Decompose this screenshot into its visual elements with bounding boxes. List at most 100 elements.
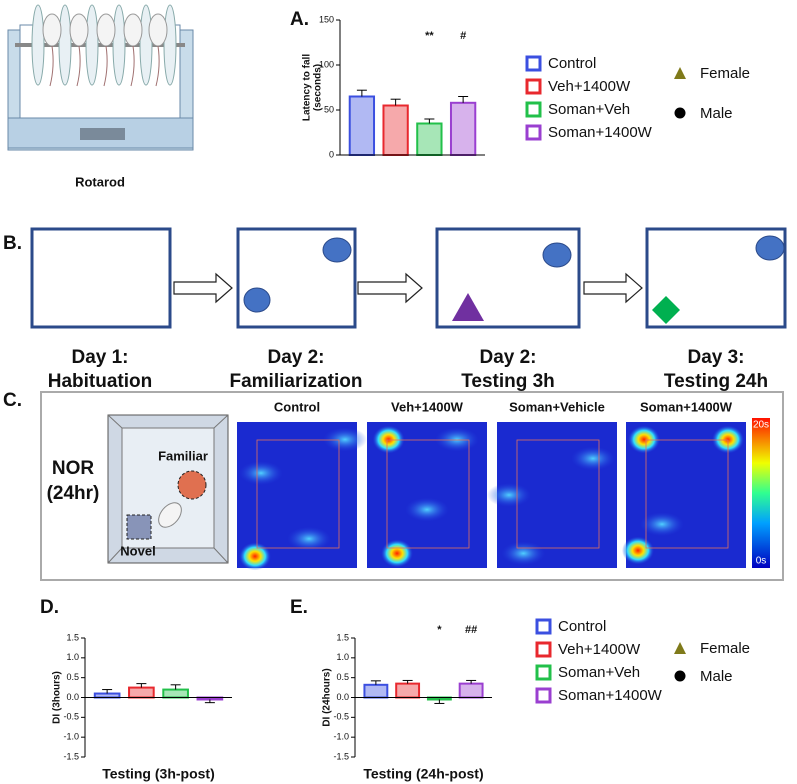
panel-label: C.	[3, 390, 22, 411]
heat-blob	[405, 497, 449, 522]
heatmap-title: Soman+1400W	[640, 399, 733, 414]
heat-blob	[287, 526, 331, 551]
rotarod-label: Rotarod	[75, 174, 125, 189]
heat-blob	[712, 425, 744, 454]
heat-blob	[640, 512, 684, 537]
legend-marker	[674, 642, 686, 654]
bar	[458, 682, 484, 699]
test-label: (24hr)	[47, 483, 100, 504]
objects	[243, 235, 785, 324]
legend-label: Control	[558, 618, 606, 635]
bar	[382, 104, 409, 156]
heatmap-title: Control	[274, 399, 320, 414]
nor-illustration	[107, 414, 229, 564]
scale-label: 0s	[756, 556, 767, 567]
legend-swatch	[525, 101, 542, 118]
y-axis-label: Latency to fall	[302, 54, 313, 121]
heatmap-title: Soman+Vehicle	[509, 399, 605, 414]
panel-label: D.	[40, 597, 59, 618]
step-title: Day 3:	[687, 347, 744, 368]
arena-outline	[645, 439, 729, 549]
annotation: #	[460, 30, 466, 42]
legend-swatch	[535, 664, 552, 681]
bar	[395, 682, 421, 699]
legend-label: Veh+1400W	[548, 78, 631, 95]
legend-label: Male	[700, 668, 733, 685]
step-title: Day 2:	[267, 347, 324, 368]
panel-label: A.	[290, 9, 309, 30]
step-subtitle: Habituation	[48, 371, 153, 392]
annotation: ##	[465, 624, 477, 636]
legend-label: Control	[548, 55, 596, 72]
heat-blob	[435, 427, 479, 452]
step-title: Day 2:	[479, 347, 536, 368]
x-axis-label: Testing (3h-post)	[102, 766, 215, 782]
y-tick-label: -1.5	[333, 751, 349, 761]
annotation: *	[437, 624, 442, 636]
y-tick-label: 0.0	[66, 692, 79, 702]
y-tick-label: 100	[319, 59, 334, 69]
heat-blob	[239, 542, 271, 571]
y-tick-label: 0.0	[336, 692, 349, 702]
y-tick-label: -1.0	[333, 732, 349, 742]
arena-outline	[516, 439, 600, 549]
color-scale	[752, 418, 770, 568]
heat-blob	[487, 483, 531, 507]
y-tick-label: 0	[329, 149, 334, 159]
bar	[449, 101, 477, 157]
bar	[363, 683, 389, 699]
y-tick-label: -1.0	[63, 732, 79, 742]
step-subtitle: Testing 24h	[664, 371, 768, 392]
legend-label: Soman+1400W	[558, 687, 663, 704]
annotation: **	[425, 30, 434, 42]
legend-marker	[674, 67, 686, 79]
x-axis-label: Testing (24h-post)	[363, 766, 483, 782]
arena-outline	[386, 439, 470, 549]
object-label: Novel	[120, 543, 155, 558]
legend-swatch	[535, 687, 552, 704]
y-axis-label: (seconds)	[313, 64, 324, 111]
legend-swatch	[525, 78, 542, 95]
bar	[93, 692, 121, 699]
y-tick-label: 1.5	[336, 632, 349, 642]
y-tick-label: 1.0	[336, 652, 349, 662]
legend-swatch	[535, 618, 552, 635]
legend-swatch	[535, 641, 552, 658]
y-tick-label: 1.5	[66, 632, 79, 642]
panel-frame	[40, 391, 784, 581]
panel-label: E.	[290, 597, 308, 618]
y-axis-label: DI (3hours)	[52, 671, 63, 724]
legend-label: Female	[700, 65, 750, 82]
y-tick-label: 150	[319, 14, 334, 24]
y-tick-label: -1.5	[63, 751, 79, 761]
y-tick-label: -0.5	[63, 712, 79, 722]
heat-blob	[622, 536, 654, 565]
heat-blob	[372, 425, 405, 454]
step-title: Day 1:	[71, 347, 128, 368]
step-subtitle: Familiarization	[229, 371, 362, 392]
panel-label: B.	[3, 233, 22, 254]
rotarod-illustration	[7, 4, 194, 151]
legend-label: Soman+Veh	[558, 664, 640, 681]
legend-label: Soman+1400W	[548, 124, 653, 141]
arena-outline	[256, 439, 340, 549]
legend-label: Male	[700, 105, 733, 122]
step-subtitle: Testing 3h	[461, 371, 555, 392]
y-tick-label: 0.5	[336, 672, 349, 682]
legend-marker	[674, 107, 686, 119]
y-tick-label: 50	[324, 104, 334, 114]
heat-blob	[323, 427, 367, 452]
y-axis-label: DI (24hours)	[322, 668, 333, 726]
heat-blob	[501, 541, 546, 566]
arrows	[173, 272, 643, 304]
bar	[128, 686, 155, 699]
legend-swatch	[525, 55, 542, 72]
heat-blob	[239, 461, 283, 486]
heat-blob	[571, 446, 615, 471]
scale-label: 20s	[753, 420, 769, 431]
legend-label: Veh+1400W	[558, 641, 641, 658]
legend-swatch	[525, 124, 542, 141]
legend-marker	[674, 670, 686, 682]
bar	[416, 122, 443, 156]
test-label: NOR	[52, 458, 95, 479]
